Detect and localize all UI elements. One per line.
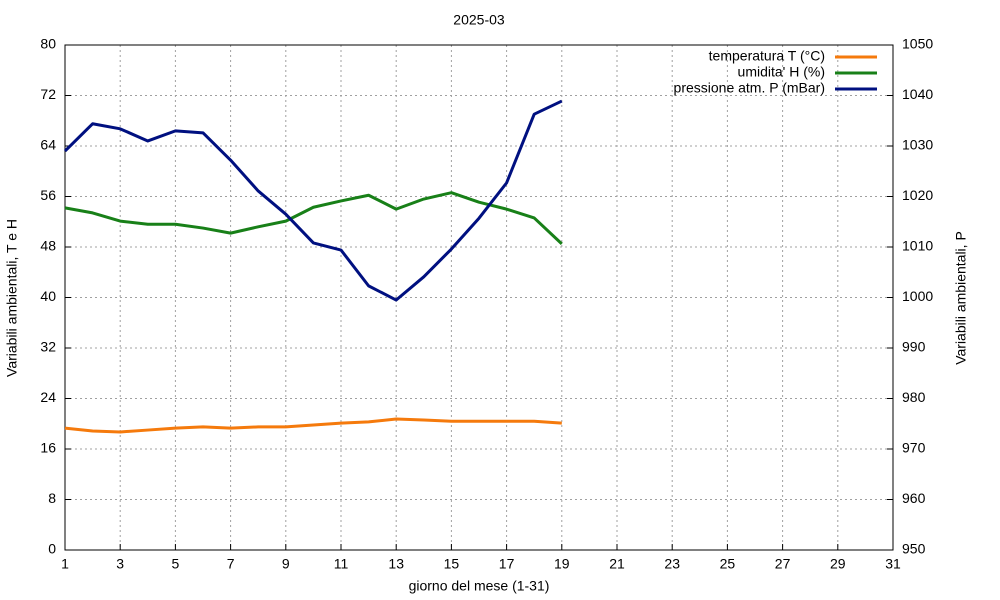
- x-tick-label: 1: [61, 556, 69, 572]
- x-axis-label: giorno del mese (1-31): [409, 578, 550, 594]
- x-tick-label: 7: [227, 556, 235, 572]
- y2-tick-label: 1000: [902, 288, 933, 304]
- y-tick-label: 8: [48, 490, 56, 506]
- legend-label: umidita' H (%): [738, 64, 825, 80]
- x-tick-label: 31: [885, 556, 901, 572]
- y-tick-label: 16: [40, 440, 56, 456]
- series-line: [64, 191, 563, 245]
- y2-tick-label: 1010: [902, 238, 933, 254]
- x-tick-label: 3: [116, 556, 124, 572]
- y-axis-label: Variabili ambientali, T e H: [4, 219, 20, 377]
- y2-tick-label: 1020: [902, 187, 933, 203]
- y-tick-label: 56: [40, 187, 56, 203]
- series-line: [64, 417, 562, 434]
- y2-tick-label: 1040: [902, 86, 933, 102]
- y-tick-label: 40: [40, 288, 56, 304]
- x-tick-label: 29: [830, 556, 846, 572]
- y2-tick-label: 950: [902, 541, 926, 557]
- y-tick-label: 32: [40, 339, 56, 355]
- y2-tick-label: 960: [902, 490, 926, 506]
- y-tick-label: 0: [48, 541, 56, 557]
- y2-tick-label: 970: [902, 440, 926, 456]
- x-tick-label: 13: [388, 556, 404, 572]
- y2-tick-label: 1050: [902, 36, 933, 52]
- y-tick-label: 64: [40, 137, 56, 153]
- chart-title: 2025-03: [453, 12, 505, 28]
- x-tick-label: 15: [444, 556, 460, 572]
- x-tick-label: 21: [609, 556, 625, 572]
- x-tick-label: 9: [282, 556, 290, 572]
- y2-tick-label: 990: [902, 339, 926, 355]
- x-tick-label: 17: [499, 556, 515, 572]
- series-line: [63, 99, 563, 302]
- y-tick-label: 24: [40, 389, 56, 405]
- legend-label: pressione atm. P (mBar): [674, 80, 825, 96]
- legend-label: temperatura T (°C): [709, 48, 825, 64]
- y-tick-label: 48: [40, 238, 56, 254]
- y-tick-label: 80: [40, 36, 56, 52]
- x-tick-label: 19: [554, 556, 570, 572]
- x-tick-label: 23: [664, 556, 680, 572]
- y2-axis-label: Variabili ambientali, P: [953, 231, 969, 365]
- x-tick-label: 5: [172, 556, 180, 572]
- x-tick-label: 27: [775, 556, 791, 572]
- y-tick-label: 72: [40, 86, 56, 102]
- y2-tick-label: 1030: [902, 137, 933, 153]
- plot-frame: [64, 44, 894, 551]
- y2-tick-label: 980: [902, 389, 926, 405]
- x-tick-label: 25: [720, 556, 736, 572]
- x-tick-label: 11: [334, 556, 349, 572]
